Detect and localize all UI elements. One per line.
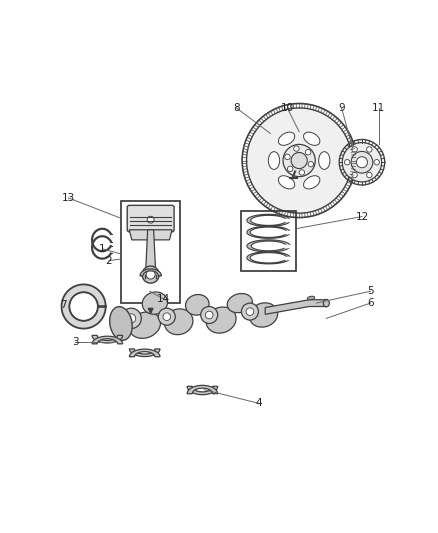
Text: 13: 13 [62,193,75,203]
Circle shape [352,147,357,152]
Text: 6: 6 [367,298,374,308]
Circle shape [367,147,372,152]
Ellipse shape [186,295,209,315]
Circle shape [374,159,379,165]
Circle shape [158,308,175,325]
Ellipse shape [206,307,236,333]
Polygon shape [247,252,290,264]
Circle shape [283,144,315,176]
Ellipse shape [227,294,252,313]
Ellipse shape [142,292,167,314]
Circle shape [246,308,254,316]
Circle shape [342,142,381,182]
Circle shape [205,311,213,319]
Text: 9: 9 [338,103,345,113]
Ellipse shape [279,132,295,146]
Ellipse shape [304,176,320,189]
Polygon shape [187,386,218,394]
Circle shape [247,108,352,213]
Circle shape [146,270,155,279]
Circle shape [287,166,293,172]
Polygon shape [129,230,172,240]
Text: 14: 14 [157,294,170,304]
Text: 7: 7 [60,300,67,310]
Polygon shape [265,300,326,314]
Text: 10: 10 [281,103,294,113]
Text: 2: 2 [106,256,113,265]
Ellipse shape [304,132,320,146]
Text: 3: 3 [72,337,78,347]
Polygon shape [247,226,290,238]
Polygon shape [247,214,290,227]
Text: 1: 1 [99,244,106,254]
Circle shape [127,314,136,323]
Text: 8: 8 [233,103,240,113]
Polygon shape [92,336,123,344]
Circle shape [241,303,258,320]
Ellipse shape [279,176,295,189]
Circle shape [142,266,159,283]
Circle shape [367,172,372,177]
Circle shape [201,306,218,324]
Circle shape [121,308,141,328]
Polygon shape [145,230,156,274]
Ellipse shape [110,306,132,340]
Ellipse shape [129,312,160,338]
Circle shape [285,154,290,160]
Polygon shape [62,285,106,328]
Circle shape [344,159,350,165]
Text: 5: 5 [367,286,374,296]
Ellipse shape [323,300,329,307]
Circle shape [305,149,311,155]
FancyBboxPatch shape [127,205,174,232]
Polygon shape [92,335,123,343]
Circle shape [147,216,154,223]
Ellipse shape [307,296,315,300]
Circle shape [163,313,170,320]
Polygon shape [140,269,161,276]
Polygon shape [130,349,160,357]
Circle shape [308,161,314,167]
Circle shape [299,170,304,175]
Polygon shape [247,240,290,252]
Circle shape [352,172,357,177]
Bar [121,201,180,303]
Text: 4: 4 [255,398,262,408]
Polygon shape [130,349,160,357]
Circle shape [291,152,307,168]
Ellipse shape [249,303,278,327]
Text: 11: 11 [372,103,385,113]
Text: 12: 12 [355,212,369,222]
Bar [241,212,296,271]
Circle shape [357,157,367,168]
Circle shape [294,146,299,151]
Ellipse shape [164,309,193,335]
Ellipse shape [268,152,279,169]
Polygon shape [187,385,218,394]
Ellipse shape [319,152,330,169]
Circle shape [351,151,373,173]
